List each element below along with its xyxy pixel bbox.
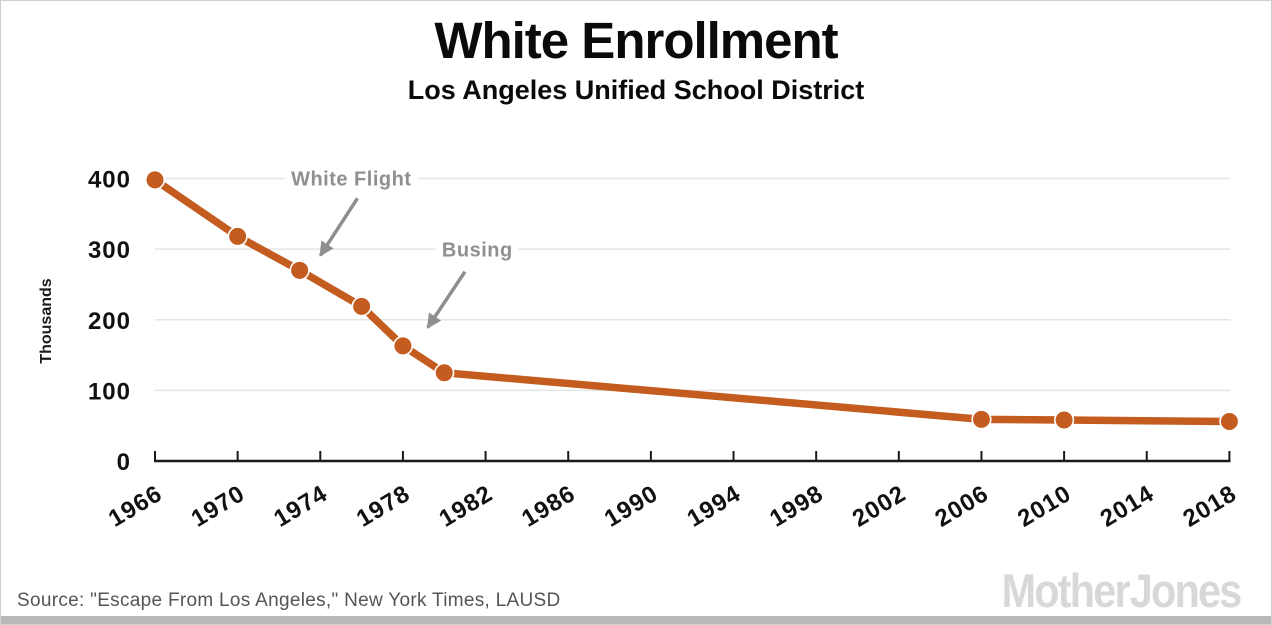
- bottom-bar: [1, 616, 1271, 624]
- y-tick-label-300: 300: [88, 237, 131, 264]
- data-point-1978: [392, 335, 414, 356]
- y-tick-label-0: 0: [117, 449, 131, 476]
- annotation-arrow-0: [318, 197, 359, 257]
- gridlines: [155, 177, 1231, 392]
- x-tick-label-2010: 2010: [1013, 480, 1076, 533]
- x-tick-label-2014: 2014: [1096, 480, 1159, 533]
- annotation-arrows: [318, 197, 467, 329]
- x-tick-label-1970: 1970: [187, 480, 250, 533]
- x-tick-label-1974: 1974: [269, 480, 332, 533]
- data-point-2006: [971, 409, 992, 430]
- x-tick-label-2018: 2018: [1178, 480, 1241, 533]
- x-tick-label-1986: 1986: [517, 480, 580, 533]
- data-points: [144, 169, 1240, 432]
- x-axis-tick-labels: 1966 1970 1974 1978 1982 1986 1990 1994 1998 2002…: [104, 480, 1241, 533]
- y-tick-label-200: 200: [88, 308, 131, 335]
- x-tick-label-1966: 1966: [104, 480, 167, 533]
- annotation-arrow-1: [426, 270, 467, 329]
- data-point-1966: [144, 169, 166, 191]
- motherjones-logo: Mother Jones: [1002, 564, 1243, 617]
- y-tick-label-400: 400: [88, 167, 131, 194]
- x-axis: [154, 451, 1231, 463]
- data-point-1980: [434, 362, 455, 383]
- x-tick-label-1994: 1994: [683, 480, 746, 533]
- data-line: [151, 176, 1234, 426]
- data-point-1970: [227, 226, 248, 247]
- x-tick-label-1990: 1990: [600, 480, 663, 533]
- data-point-2018: [1219, 411, 1240, 432]
- data-point-2010: [1054, 409, 1075, 431]
- annotation-busing: Busing: [435, 238, 519, 264]
- x-tick-label-2006: 2006: [930, 480, 993, 533]
- data-point-1976: [351, 296, 372, 317]
- x-tick-label-2002: 2002: [848, 480, 911, 533]
- chart-subtitle: Los Angeles Unified School District: [407, 75, 865, 105]
- y-tick-label-100: 100: [88, 378, 131, 405]
- data-point-1973: [289, 260, 310, 281]
- x-tick-label-1982: 1982: [435, 480, 498, 533]
- annotation-white-flight: White Flight: [285, 167, 418, 193]
- source-credit: Source: "Escape From Los Angeles," New Y…: [17, 590, 561, 611]
- chart-title: White Enrollment: [434, 12, 838, 69]
- y-axis-tick-labels: 0 100 200 300 400: [88, 167, 131, 477]
- x-tick-label-1998: 1998: [765, 480, 828, 533]
- x-tick-label-1978: 1978: [352, 480, 415, 533]
